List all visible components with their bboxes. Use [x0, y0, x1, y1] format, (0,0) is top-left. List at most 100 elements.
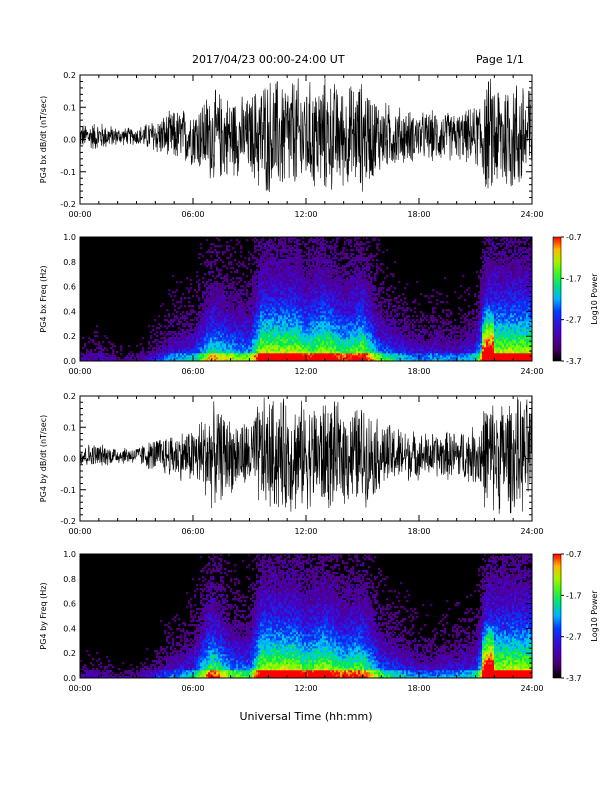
spectrogram-cell	[308, 277, 311, 280]
spectrogram-cell	[226, 331, 229, 334]
spectrogram-cell	[150, 331, 153, 334]
spectrogram-cell	[288, 327, 291, 330]
spectrogram-cell	[88, 341, 91, 344]
spectrogram-cell	[346, 255, 349, 258]
spectrogram-cell	[308, 289, 311, 292]
spectrogram-cell	[166, 349, 169, 352]
spectrogram-cell	[314, 289, 317, 292]
spectrogram-cell	[240, 329, 243, 332]
spectrogram-cell	[364, 317, 367, 320]
spectrogram-cell	[304, 325, 307, 328]
spectrogram-cell	[168, 353, 171, 356]
spectrogram-cell	[102, 349, 105, 352]
spectrogram-cell	[270, 349, 273, 352]
spectrogram-cell	[308, 313, 311, 316]
spectrogram-cell	[178, 331, 181, 334]
spectrogram-cell	[148, 351, 151, 354]
spectrogram-cell	[218, 303, 221, 306]
spectrogram-cell	[210, 303, 213, 306]
spectrogram-cell	[258, 355, 261, 358]
spectrogram-cell	[296, 263, 299, 266]
spectrogram-cell	[248, 303, 251, 306]
spectrogram-cell	[334, 333, 337, 336]
spectrogram-cell	[264, 255, 267, 258]
spectrogram-cell	[260, 313, 263, 316]
spectrogram-cell	[298, 351, 301, 354]
spectrogram-cell	[156, 351, 159, 354]
spectrogram-cell	[274, 261, 277, 264]
spectrogram-cell	[352, 333, 355, 336]
spectrogram-cell	[316, 243, 319, 246]
spectrogram-cell	[330, 291, 333, 294]
spectrogram-cell	[354, 351, 357, 354]
spectrogram-cell	[330, 245, 333, 248]
spectrogram-cell	[202, 297, 205, 300]
spectrogram-cell	[252, 341, 255, 344]
spectrogram-cell	[334, 311, 337, 314]
spectrogram-cell	[346, 343, 349, 346]
spectrogram-cell	[262, 247, 265, 250]
spectrogram-cell	[354, 277, 357, 280]
spectrogram-cell	[190, 357, 193, 360]
spectrogram-cell	[314, 299, 317, 302]
spectrogram-cell	[272, 325, 275, 328]
spectrogram-cell	[272, 343, 275, 346]
spectrogram-cell	[280, 259, 283, 262]
spectrogram-cell	[346, 253, 349, 256]
spectrogram-cell	[314, 267, 317, 270]
spectrogram-cell	[208, 285, 211, 288]
spectrogram-cell	[282, 271, 285, 274]
spectrogram-cell	[328, 353, 331, 356]
spectrogram-cell	[352, 287, 355, 290]
spectrogram-cell	[316, 291, 319, 294]
spectrogram-cell	[350, 305, 353, 308]
spectrogram-cell	[292, 345, 295, 348]
spectrogram-cell	[298, 315, 301, 318]
spectrogram-cell	[188, 305, 191, 308]
spectrogram-cell	[276, 351, 279, 354]
spectrogram-cell	[224, 329, 227, 332]
spectrogram-cell	[360, 341, 363, 344]
spectrogram-cell	[342, 317, 345, 320]
spectrogram-cell	[318, 345, 321, 348]
spectrogram-cell	[212, 243, 215, 246]
spectrogram-cell	[314, 305, 317, 308]
spectrogram-cell	[354, 327, 357, 330]
spectrogram-cell	[212, 327, 215, 330]
spectrogram-cell	[194, 355, 197, 358]
spectrogram-cell	[258, 339, 261, 342]
spectrogram-cell	[222, 251, 225, 254]
spectrogram-cell	[330, 283, 333, 286]
spectrogram-cell	[348, 309, 351, 312]
spectrogram-cell	[224, 351, 227, 354]
spectrogram-cell	[318, 293, 321, 296]
spectrogram-cell	[270, 343, 273, 346]
spectrogram-cell	[312, 255, 315, 258]
spectrogram-cell	[212, 271, 215, 274]
spectrogram-cell	[218, 285, 221, 288]
spectrogram-cell	[192, 335, 195, 338]
spectrogram-cell	[344, 305, 347, 308]
spectrogram-cell	[354, 245, 357, 248]
spectrogram-cell	[210, 279, 213, 282]
spectrogram-cell	[300, 243, 303, 246]
spectrogram-cell	[180, 355, 183, 358]
spectrogram-cell	[332, 313, 335, 316]
spectrogram-cell	[248, 353, 251, 356]
spectrogram-cell	[96, 325, 99, 328]
spectrogram-cell	[202, 335, 205, 338]
spectrogram-cell	[214, 325, 217, 328]
spectrogram-cell	[342, 279, 345, 282]
spectrogram-cell	[184, 343, 187, 346]
spectrogram-cell	[222, 355, 225, 358]
spectrogram-cell	[268, 293, 271, 296]
spectrogram-cell	[212, 319, 215, 322]
spectrogram-cell	[226, 343, 229, 346]
spectrogram-cell	[266, 349, 269, 352]
spectrogram-cell	[312, 297, 315, 300]
spectrogram-cell	[330, 355, 333, 358]
spectrogram-cell	[280, 295, 283, 298]
spectrogram-cell	[190, 319, 193, 322]
spectrogram-cell	[322, 245, 325, 248]
spectrogram-cell	[346, 285, 349, 288]
